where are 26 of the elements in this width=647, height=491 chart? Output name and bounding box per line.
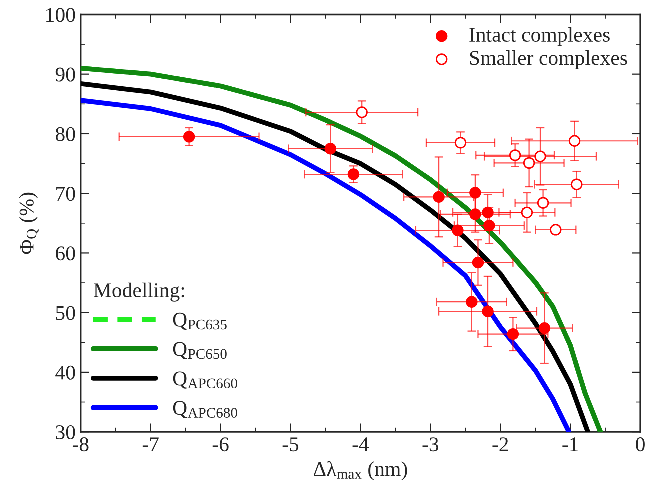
legend-label: Q$_{APC660}$ (173, 372, 238, 389)
legend-title: Modelling: (94, 282, 184, 302)
legend-label: Intact complexes (470, 27, 610, 46)
legend-label: Q$_{PC650}$ (173, 342, 227, 360)
legend-label: Smaller complexes (470, 50, 628, 70)
x-tick-label: -3 (422, 438, 439, 452)
legend-label: Q$_{PC635}$ (173, 312, 227, 330)
legend-label: Q$_{APC680}$ (173, 401, 238, 418)
y-tick-label: 100 (46, 8, 76, 22)
y-tick-label: 70 (56, 186, 76, 202)
y-tick-label: 30 (56, 425, 76, 440)
y-tick-label: 80 (56, 127, 76, 142)
x-axis-title: Δλ$_{max}$ (nm) (314, 461, 408, 480)
x-tick-label: -6 (212, 438, 229, 452)
y-axis-title: Φ$_{Q}$ (%) (19, 192, 39, 254)
y-tick-label: 50 (56, 306, 76, 320)
x-tick-label: -4 (352, 438, 370, 452)
x-tick-label: -5 (282, 438, 299, 452)
x-tick-label: -8 (72, 438, 89, 452)
y-tick-label: 40 (56, 366, 76, 380)
y-tick-label: 90 (56, 68, 76, 82)
x-tick-label: -7 (142, 438, 159, 452)
x-tick-label: 0 (636, 438, 645, 452)
x-tick-label: -2 (492, 438, 508, 452)
y-tick-label: 60 (56, 246, 76, 261)
x-tick-label: -1 (562, 438, 578, 452)
